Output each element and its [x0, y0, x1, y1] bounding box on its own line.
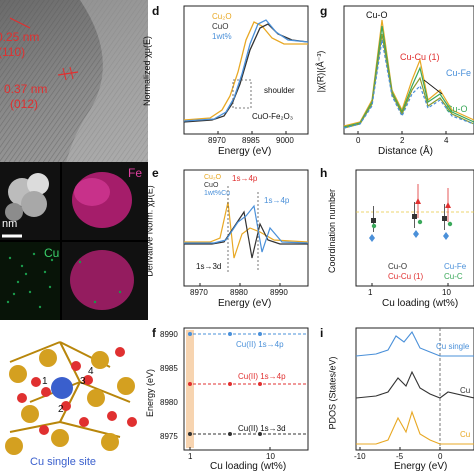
panel-d-ylabel: Normalized χμ(E)	[141, 36, 152, 106]
panel-e-xtick-2: 8990	[270, 288, 288, 297]
panel-f-ytick-1: 8985	[160, 364, 178, 373]
eds-map-grid: nm Fe Cu	[0, 162, 148, 320]
panel-f-ytick-3: 8975	[160, 432, 178, 441]
panel-f-annotation-4pxy: Cu(II) 1s→4p	[236, 340, 284, 349]
fe-map-label: Fe	[128, 166, 143, 180]
panel-g-ylabel: |χ(R)|(Å⁻³)	[315, 50, 326, 93]
panel-g-annotation-cufe: Cu-Fe	[446, 68, 472, 78]
site-number-2: 2	[58, 404, 64, 415]
panel-i-chart	[355, 327, 474, 451]
cu-map-label: Cu	[44, 246, 60, 260]
panel-d-annotation-shoulder: shoulder	[264, 86, 295, 95]
panel-h-xtick-0: 1	[368, 288, 373, 297]
atomic-structure	[5, 341, 137, 455]
eds-maps	[0, 162, 148, 320]
panel-e-ylabel: Derivative Norm. χμ(E)	[144, 185, 155, 277]
panel-f-annotation-3d: Cu(II) 1s→3d	[238, 424, 286, 433]
panel-d-annotation-cuofe: CuO-Fe₂O₃	[252, 112, 294, 121]
panel-h-xlabel: Cu loading (wt%)	[382, 298, 459, 309]
panel-i-xlabel: Energy (eV)	[394, 461, 448, 472]
panel-i-annotation-cu-2: Cu	[460, 386, 471, 395]
panel-letter-g: g	[320, 4, 328, 18]
panel-f-xtick-0: 1	[188, 452, 193, 461]
panel-d-chart	[183, 5, 309, 135]
site-number-3: 3	[80, 376, 86, 387]
panel-d-legend-1wt: 1wt%	[212, 32, 232, 41]
panel-e-legend-cu2o: Cu₂O	[204, 174, 222, 181]
lattice-plane-1: (110)	[0, 45, 26, 59]
panel-g-chart	[343, 5, 474, 135]
panel-e-legend-cuo: CuO	[204, 182, 219, 189]
panel-d-legend-cuo: CuO	[212, 22, 229, 31]
panel-letter-i: i	[320, 326, 324, 340]
panel-g-xtick-2: 4	[444, 136, 449, 145]
panel-h-ylabel: Coordination number	[327, 188, 338, 274]
site-number-4: 4	[88, 366, 94, 377]
panel-g-annotation-cucu: Cu-Cu (1)	[400, 52, 440, 62]
panel-i-xtick-2: 0	[438, 452, 443, 461]
panel-f-ytick-2: 8980	[160, 398, 178, 407]
hrtem-image: 0.25 nm (110) 0.37 nm (012) nm	[0, 0, 148, 238]
panel-h-legend-cuo: Cu-O	[388, 262, 408, 271]
panel-g-xlabel: Distance (Å)	[378, 146, 434, 157]
panel-g-annotation-cuo: Cu-O	[366, 10, 388, 20]
panel-g-xtick-0: 0	[356, 136, 361, 145]
panel-d-xtick-1: 8985	[242, 136, 260, 145]
panel-f-ylabel: Energy (eV)	[145, 368, 156, 418]
panel-g-xtick-1: 2	[400, 136, 405, 145]
lattice-spacing-2: 0.37 nm	[4, 82, 48, 96]
panel-f-annotation-4pz: Cu(II) 1s→4p	[238, 372, 286, 381]
panel-e-chart	[183, 169, 309, 287]
eds-scalebar-label: nm	[2, 218, 18, 230]
panel-e-xlabel: Energy (eV)	[218, 298, 272, 309]
panel-i-annotation-cu-3: Cu	[460, 430, 471, 439]
panel-letter-f: f	[152, 326, 156, 340]
panel-letter-h: h	[320, 166, 328, 180]
panel-e-annotation-4pz: 1s→4p	[232, 174, 258, 183]
panel-e-annotation-3d: 1s→3d	[196, 262, 222, 271]
panel-f-xtick-1: 10	[266, 452, 275, 461]
structure-model: 1 2 3 4 Cu single site	[0, 322, 148, 474]
panel-h-chart	[355, 169, 474, 287]
panel-i-ylabel: PDOS (States/eV)	[327, 356, 338, 430]
panel-i-xtick-0: -10	[354, 452, 366, 461]
panel-g-annotation-cuo-2: Cu-O	[446, 104, 468, 114]
panel-e-xtick-1: 8980	[230, 288, 248, 297]
panel-i-xtick-1: -5	[396, 452, 404, 461]
panel-e-legend-1wt: 1wt%Cu	[204, 190, 231, 197]
panel-d-xtick-0: 8970	[208, 136, 226, 145]
panel-f-chart	[183, 327, 309, 451]
panel-i-annotation-cu-single: Cu single	[436, 342, 470, 351]
panel-h-xtick-1: 10	[442, 288, 451, 297]
panel-d-xtick-2: 9000	[276, 136, 294, 145]
panel-h-legend-cuc: Cu-C	[444, 272, 463, 281]
panel-d-legend-cu2o: Cu₂O	[212, 12, 232, 21]
panel-h-legend-cucu: Cu-Cu (1)	[388, 272, 424, 281]
panel-letter-d: d	[152, 4, 160, 18]
panel-e-annotation-4pxy: 1s→4p	[264, 196, 290, 205]
panel-e-xtick-0: 8970	[190, 288, 208, 297]
structure-caption: Cu single site	[30, 456, 97, 468]
site-number-1: 1	[42, 376, 48, 387]
panel-d-xlabel: Energy (eV)	[218, 146, 272, 157]
lattice-plane-2: (012)	[10, 97, 39, 111]
panel-letter-e: e	[152, 166, 159, 180]
panel-f-xlabel: Cu loading (wt%)	[210, 461, 287, 472]
panel-h-legend-cufe: Cu-Fe	[444, 262, 467, 271]
panel-f-ytick-0: 8990	[160, 330, 178, 339]
lattice-spacing-1: 0.25 nm	[0, 30, 40, 44]
